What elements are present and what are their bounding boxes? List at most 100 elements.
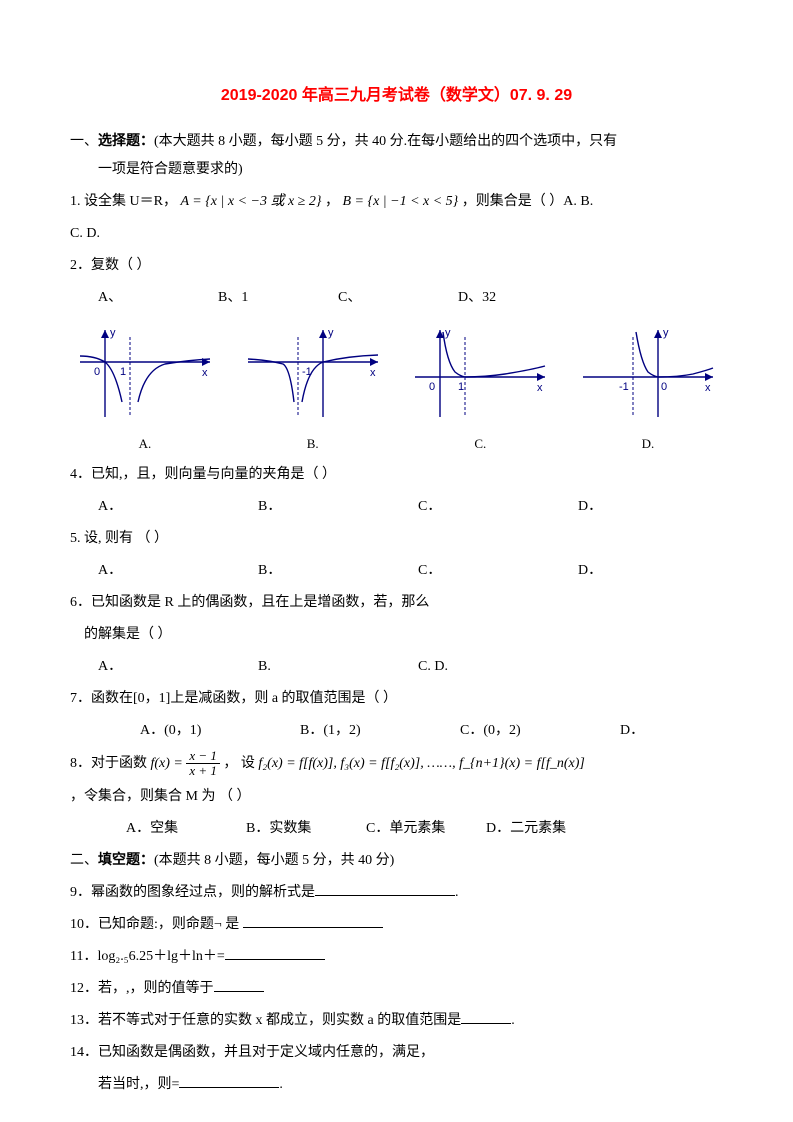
q12-text: 12．若，,，则的值等于 bbox=[70, 981, 214, 996]
q8-frac: x − 1 x + 1 bbox=[186, 749, 220, 779]
q6-l1: 6．已知函数是 R 上的偶函数，且在上是增函数，若，那么 bbox=[70, 589, 723, 617]
q7-opt-d: D． bbox=[620, 717, 780, 745]
q14-l2a: 若当时,，则= bbox=[98, 1077, 179, 1092]
q7-opt-a: A．(0，1) bbox=[140, 717, 300, 745]
q13-text: 13．若不等式对于任意的实数 x 都成立，则实数 a 的取值范围是 bbox=[70, 1013, 461, 1028]
q4-opt-b: B． bbox=[258, 493, 418, 521]
q4-opt-a: A． bbox=[98, 493, 258, 521]
q4: 4．已知,，且，则向量与向量的夹角是（ ） bbox=[70, 461, 723, 489]
chart-d-xlabel: x bbox=[705, 382, 711, 394]
q3-charts: y x 0 1 A. y x -1 B. y bbox=[70, 322, 723, 457]
chart-d: y x 0 -1 D. bbox=[573, 322, 723, 457]
chart-d-label: D. bbox=[573, 431, 723, 457]
q13: 13．若不等式对于任意的实数 x 都成立，则实数 a 的取值范围是. bbox=[70, 1007, 723, 1035]
q9-blank[interactable] bbox=[315, 881, 455, 896]
q1-set-b: B = {x | −1 < x < 5} bbox=[342, 194, 458, 209]
q4-opt-c: C． bbox=[418, 493, 578, 521]
q4-opts: A． B． C． D． bbox=[70, 493, 723, 521]
q1-set-a: A = {x | x < −3 或 x ≥ 2} bbox=[180, 194, 321, 209]
q8-mid: ， 设 bbox=[223, 756, 255, 771]
chart-a-label: A. bbox=[70, 431, 220, 457]
q6-opt-b: B. bbox=[258, 653, 418, 681]
q8-fx: f(x) = bbox=[151, 756, 183, 771]
q8-opt-d: D．二元素集 bbox=[486, 815, 606, 843]
q5-opt-b: B． bbox=[258, 557, 418, 585]
q8-pre: 8．对于函数 bbox=[70, 756, 151, 771]
q2-opt-b: B、1 bbox=[218, 284, 338, 312]
q10: 10．已知命题:，则命题¬ 是 bbox=[70, 911, 723, 939]
q9-text: 9．幂函数的图象经过点，则的解析式是 bbox=[70, 885, 315, 900]
q8-l2: ，令集合，则集合 M 为 （ ） bbox=[70, 783, 723, 811]
chart-b-ylabel: y bbox=[328, 327, 334, 339]
q10-blank[interactable] bbox=[243, 913, 383, 928]
q14-l2: 若当时,，则=. bbox=[70, 1071, 723, 1099]
q13-blank[interactable] bbox=[461, 1009, 511, 1024]
q10-text: 10．已知命题:，则命题¬ 是 bbox=[70, 917, 243, 932]
q8-frac-den: x + 1 bbox=[186, 764, 220, 778]
q1-text-a: 1. 设全集 U＝R， bbox=[70, 194, 177, 209]
q2-opt-a: A、 bbox=[98, 284, 218, 312]
sec2-pre: 二、 bbox=[70, 853, 98, 868]
q1: 1. 设全集 U＝R， A = {x | x < −3 或 x ≥ 2} ， B… bbox=[70, 188, 723, 216]
q2-opts: A、 B、1 C、 D、32 bbox=[70, 284, 723, 312]
sec1-bold: 选择题： bbox=[98, 134, 154, 149]
chart-a-tick: 1 bbox=[120, 366, 126, 378]
q12: 12．若，,，则的值等于 bbox=[70, 975, 723, 1003]
sec2-bold: 填空题： bbox=[98, 853, 154, 868]
q11: 11．log₂.₅6.25＋lg＋ln＋= bbox=[70, 943, 723, 971]
chart-d-origin: 0 bbox=[661, 381, 667, 393]
q1-tail: ，则集合是（ ）A. B. bbox=[462, 194, 593, 209]
q7: 7．函数在[0，1]上是减函数，则 a 的取值范围是（ ） bbox=[70, 685, 723, 713]
sec2-rest: (本题共 8 小题，每小题 5 分，共 40 分) bbox=[154, 853, 394, 868]
q5-opt-c: C． bbox=[418, 557, 578, 585]
q1-line2: C. D. bbox=[70, 220, 723, 248]
q6-opt-a: A． bbox=[98, 653, 258, 681]
chart-a-origin: 0 bbox=[94, 366, 100, 378]
sec1-rest: (本大题共 8 小题，每小题 5 分，共 40 分.在每小题给出的四个选项中，只… bbox=[154, 134, 617, 149]
chart-c-xlabel: x bbox=[537, 382, 543, 394]
q9-tail: . bbox=[455, 885, 459, 900]
sec1-cont: 一项是符合题意要求的) bbox=[70, 156, 723, 184]
q6-opt-cd: C. D. bbox=[418, 653, 578, 681]
chart-a: y x 0 1 A. bbox=[70, 322, 220, 457]
q11-text: 11．log₂.₅6.25＋lg＋ln＋= bbox=[70, 949, 225, 964]
q8-opt-a: A．空集 bbox=[126, 815, 246, 843]
sec1-pre: 一、 bbox=[70, 134, 98, 149]
q8-frac-num: x − 1 bbox=[186, 749, 220, 764]
q4-opt-d: D． bbox=[578, 493, 738, 521]
chart-c-label: C. bbox=[405, 431, 555, 457]
q8-chain: f₂(x) = f[f(x)], f₃(x) = f[f₂(x)], ……, f… bbox=[258, 756, 584, 771]
q8: 8．对于函数 f(x) = x − 1 x + 1 ， 设 f₂(x) = f[… bbox=[70, 749, 723, 779]
q14-l2b: . bbox=[279, 1077, 283, 1092]
chart-c-tick: 1 bbox=[458, 381, 464, 393]
q7-opt-c: C．(0，2) bbox=[460, 717, 620, 745]
chart-c-origin: 0 bbox=[429, 381, 435, 393]
q13-tail: . bbox=[511, 1013, 515, 1028]
q2-opt-d: D、32 bbox=[458, 284, 578, 312]
q7-opt-b: B．(1，2) bbox=[300, 717, 460, 745]
chart-a-ylabel: y bbox=[110, 327, 116, 339]
q5-opt-a: A． bbox=[98, 557, 258, 585]
q8-opt-b: B．实数集 bbox=[246, 815, 366, 843]
section1-heading: 一、选择题：(本大题共 8 小题，每小题 5 分，共 40 分.在每小题给出的四… bbox=[70, 128, 723, 184]
chart-d-ylabel: y bbox=[663, 327, 669, 339]
chart-d-tick: -1 bbox=[619, 381, 629, 393]
section2-heading: 二、填空题：(本题共 8 小题，每小题 5 分，共 40 分) bbox=[70, 847, 723, 875]
chart-c-ylabel: y bbox=[445, 327, 451, 339]
chart-b-xlabel: x bbox=[370, 367, 376, 379]
chart-b-label: B. bbox=[238, 431, 388, 457]
chart-a-xlabel: x bbox=[202, 367, 208, 379]
q5: 5. 设, 则有 （ ） bbox=[70, 525, 723, 553]
q11-blank[interactable] bbox=[225, 945, 325, 960]
q8-opts: A．空集 B．实数集 C．单元素集 D．二元素集 bbox=[70, 815, 723, 843]
q7-opts: A．(0，1) B．(1，2) C．(0，2) D． bbox=[70, 717, 723, 745]
chart-c: y x 0 1 C. bbox=[405, 322, 555, 457]
q8-opt-c: C．单元素集 bbox=[366, 815, 486, 843]
q5-opt-d: D． bbox=[578, 557, 738, 585]
q12-blank[interactable] bbox=[214, 977, 264, 992]
q14-l1: 14．已知函数是偶函数，并且对于定义域内任意的，满足， bbox=[70, 1039, 723, 1067]
q1-comma: ， bbox=[325, 194, 339, 209]
chart-b: y x -1 B. bbox=[238, 322, 388, 457]
q6-l2: 的解集是（ ） bbox=[70, 621, 723, 649]
q14-blank[interactable] bbox=[179, 1073, 279, 1088]
